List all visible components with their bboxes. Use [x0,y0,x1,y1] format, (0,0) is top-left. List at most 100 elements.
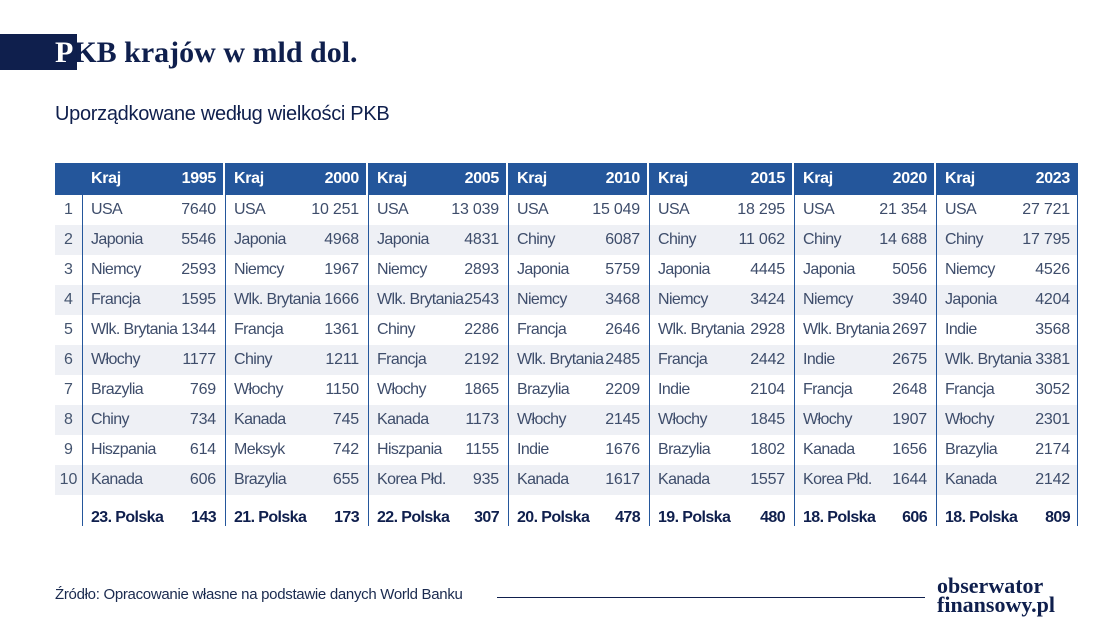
country-name: Indie [658,381,690,398]
country-name: Niemcy [517,291,567,308]
country-name: Brazylia [234,471,287,488]
rank-number: 3 [64,261,73,278]
gdp-value: 3940 [892,291,927,308]
gdp-value: 1656 [892,441,927,458]
country-name: Francja [945,381,995,398]
gdp-value: 4204 [1035,291,1070,308]
country-name: Francja [234,321,284,338]
polska-row: 18. Polska 606 [794,504,934,532]
country-name: Włochy [803,411,852,428]
gdp-value: 2209 [605,381,640,398]
table-row: Hiszpania 614 [82,435,223,465]
table-row: Indie 1676 [508,435,647,465]
table-row: Kanada 1617 [508,465,647,495]
year-column-2023: Kraj 2023 USA 27 721 Chiny 17 795 Niemcy 4526 Ja… [936,163,1077,532]
country-header: Kraj [945,170,975,187]
country-name: Japonia [658,261,710,278]
column-header: Kraj 2015 [649,163,792,195]
table-row: Wlk. Brytania 1666 [225,285,366,315]
country-name: Włochy [517,411,566,428]
gdp-value: 7640 [181,201,216,218]
table-row: USA 10 251 [225,195,366,225]
country-name: Kanada [517,471,569,488]
gdp-value: 1802 [750,441,785,458]
table-row: Japonia 5056 [794,255,934,285]
footer-divider [497,597,925,598]
country-name: Indie [945,321,977,338]
country-name: Hiszpania [91,441,156,458]
rank-number: 2 [64,231,73,248]
gdp-value: 1644 [892,471,927,488]
gdp-value: 2893 [464,261,499,278]
country-name: Meksyk [234,441,285,458]
column-divider [368,163,369,526]
country-name: Japonia [91,231,143,248]
gdp-value: 2485 [605,351,640,368]
gdp-value: 14 688 [879,231,927,248]
country-name: Niemcy [91,261,141,278]
country-name: USA [234,201,266,218]
polska-value: 307 [474,509,500,526]
polska-rank: 22. Polska [377,509,450,526]
table-row: Japonia 4968 [225,225,366,255]
table-row: Wlk. Brytania 2485 [508,345,647,375]
gdp-value: 1967 [324,261,359,278]
year-header: 2020 [892,170,928,187]
country-name: Niemcy [377,261,427,278]
gdp-value: 1666 [324,291,359,308]
gdp-value: 2286 [464,321,499,338]
column-divider [82,163,83,526]
country-name: Chiny [517,231,556,248]
page-subtitle: Uporządkowane według wielkości PKB [55,103,390,125]
gdp-value: 769 [189,381,216,398]
table-row: Wlk. Brytania 2697 [794,315,934,345]
country-name: Indie [517,441,549,458]
gdp-value: 18 295 [737,201,785,218]
country-name: Francja [377,351,427,368]
gdp-value: 3052 [1035,381,1070,398]
gdp-value: 27 721 [1022,201,1070,218]
table-row: Chiny 14 688 [794,225,934,255]
polska-value: 143 [191,509,217,526]
gdp-value: 17 795 [1022,231,1070,248]
gdp-value: 4526 [1035,261,1070,278]
table-row: Chiny 734 [82,405,223,435]
table-row: Chiny 1211 [225,345,366,375]
polska-value: 478 [615,509,641,526]
year-column-2015: Kraj 2015 USA 18 295 Chiny 11 062 Japonia 4445 N… [649,163,792,532]
gdp-value: 745 [332,411,359,428]
table-row: Indie 2675 [794,345,934,375]
country-name: Francja [658,351,708,368]
polska-row: 23. Polska 143 [82,504,223,532]
table-row: Brazylia 1802 [649,435,792,465]
table-row: Francja 2648 [794,375,934,405]
table-row: Włochy 2301 [936,405,1077,435]
rank-number: 10 [59,471,78,488]
country-name: USA [377,201,409,218]
table-row: Brazylia 769 [82,375,223,405]
table-row: Włochy 2145 [508,405,647,435]
table-row: Meksyk 742 [225,435,366,465]
column-header: Kraj 2005 [368,163,506,195]
table-row: Wlk. Brytania 2928 [649,315,792,345]
polska-value: 606 [902,509,928,526]
country-name: Kanada [377,411,429,428]
table-row: Chiny 2286 [368,315,506,345]
country-name: Francja [517,321,567,338]
table-row: Japonia 5546 [82,225,223,255]
gdp-value: 4445 [750,261,785,278]
gdp-value: 1907 [892,411,927,428]
polska-rank: 18. Polska [945,509,1018,526]
country-name: Francja [803,381,853,398]
gdp-value: 1211 [325,351,359,368]
table-row: Niemcy 4526 [936,255,1077,285]
polska-rank: 19. Polska [658,509,731,526]
country-name: Wlk. Brytania [945,351,1032,368]
country-name: Wlk. Brytania [803,321,890,338]
country-name: Włochy [945,411,994,428]
table-row: Japonia 4204 [936,285,1077,315]
year-column-2000: Kraj 2000 USA 10 251 Japonia 4968 Niemcy 1967 Wl… [225,163,366,532]
gdp-value: 3381 [1035,351,1070,368]
country-header: Kraj [234,170,264,187]
country-name: Wlk. Brytania [517,351,604,368]
